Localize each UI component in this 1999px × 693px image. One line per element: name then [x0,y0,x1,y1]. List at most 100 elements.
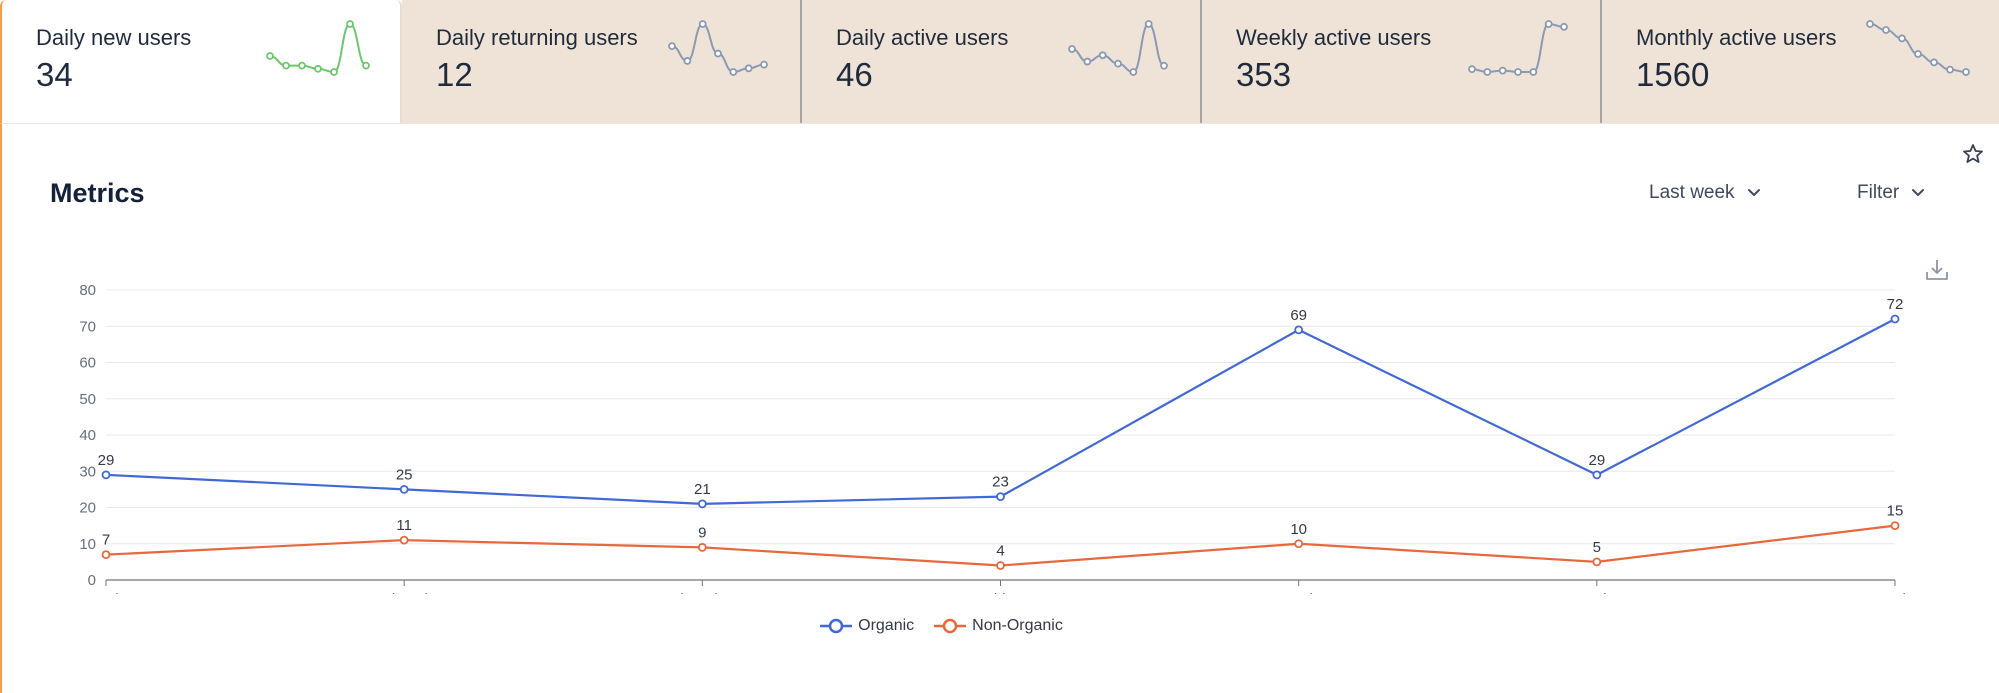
data-point [1592,557,1602,567]
sparkline-point [683,57,692,65]
period-label: Last week [1649,182,1735,203]
sparkline-point [760,60,768,69]
y-tick-label: 0 [88,572,96,589]
period-dropdown[interactable]: Last week [1649,182,1761,204]
sparkline-point [1083,57,1092,66]
tab-value: 34 [36,56,73,93]
sparkline [668,20,768,76]
legend-marker [934,618,967,634]
panel-title: Metrics [50,178,145,208]
data-label: 7 [102,532,110,549]
sparkline-point [1160,61,1168,70]
legend-label: Non-Organic [972,617,1063,634]
sparkline-point [729,68,738,76]
data-label: 21 [694,481,711,498]
data-point [1890,314,1900,324]
sparkline [1068,20,1168,76]
sparkline-point [1144,20,1153,28]
filter-label: Filter [1857,182,1900,203]
sparkline-point [266,52,274,60]
x-tick-label: Thursday [671,591,734,594]
sparkline-point [1129,68,1138,76]
legend-item-organic[interactable]: Organic [820,617,914,635]
sparkline-point [1930,58,1938,67]
y-tick-label: 50 [79,391,96,408]
sparkline-point [1483,68,1492,76]
y-tick-label: 30 [79,463,96,480]
sparkline-point [1946,65,1954,74]
sparkline-point [330,68,338,76]
metrics-panel: Metrics Last week Filter 0 10 20 30 40 50 60 70… [0,123,1999,693]
tab-daily-active-users[interactable]: Daily active users 46 [802,0,1202,123]
data-label: 9 [698,524,706,541]
sparkline-point [1068,45,1076,53]
sparkline-point [1529,68,1538,76]
y-tick-label: 20 [79,500,96,517]
legend-item-non-organic[interactable]: Non-Organic [934,617,1063,635]
chevron-down-icon [1912,189,1925,196]
data-label: 29 [1588,452,1605,469]
tab-title: Daily active users [836,25,1009,50]
sparkline-point [1498,66,1507,75]
legend-label: Organic [858,617,915,634]
chevron-down-icon [1747,189,1760,196]
data-point [101,470,111,480]
legend-marker [820,618,853,634]
tab-value: 353 [1236,56,1292,93]
data-point [101,550,111,560]
sparkline-point [1544,20,1553,28]
tab-title: Daily returning users [436,25,638,50]
stat-tabs: Daily new users 34 Daily returning users… [0,0,1999,123]
x-tick-label: Monday [1868,591,1922,594]
tab-weekly-active-users[interactable]: Weekly active users 353 [1202,0,1602,123]
tab-title: Daily new users [36,25,192,50]
y-tick-label: 70 [79,318,96,335]
y-tick-label: 60 [79,355,96,372]
sparkline-point [714,49,722,58]
tab-daily-returning-users[interactable]: Daily returning users 12 [402,0,802,123]
filter-dropdown[interactable]: Filter [1857,182,1925,204]
x-tick-label: Friday [980,591,1022,594]
sparkline-point [298,61,306,70]
data-point [996,492,1005,502]
sparkline [266,20,370,76]
data-label: 10 [1290,521,1307,538]
data-label: 69 [1290,307,1307,324]
x-tick-label: Tuesday [78,591,135,594]
y-tick-label: 40 [79,427,96,444]
y-tick-label: 80 [79,282,96,299]
data-label: 15 [1887,503,1904,520]
data-point [399,535,409,545]
sparkline-path [1471,22,1565,74]
line-chart: 0 10 20 30 40 50 60 70 80 Tuesday Wednesday Thursda… [78,282,1923,594]
sparkline-point [1114,59,1122,68]
sparkline [1866,20,1970,76]
legend-circle [828,618,844,634]
sparkline-point [1962,68,1970,76]
data-label: 29 [98,452,115,469]
sparkline-point [314,64,322,73]
sparkline-point [1866,20,1874,28]
sparkline [1468,20,1568,76]
sparkline-point [362,61,370,70]
data-label: 25 [396,466,413,483]
data-point [697,542,707,552]
tab-value: 12 [436,56,473,93]
data-point [996,561,1005,570]
sparkline-point [1560,22,1568,31]
sparkline-point [668,42,676,51]
tab-title: Monthly active users [1636,25,1837,50]
download-icon[interactable] [1924,257,1950,283]
data-label: 23 [992,474,1009,491]
tab-value: 46 [836,56,873,93]
x-tick-label: Sunday [1571,591,1622,594]
legend-circle [942,618,958,634]
tab-monthly-active-users[interactable]: Monthly active users 1560 [1602,0,1999,123]
data-label: 11 [396,517,412,534]
data-point [399,484,409,494]
sparkline-point [1514,68,1522,76]
data-label: 5 [1593,539,1601,556]
tab-daily-new-users[interactable]: Daily new users 34 [0,0,402,123]
star-icon[interactable] [1961,142,1985,166]
